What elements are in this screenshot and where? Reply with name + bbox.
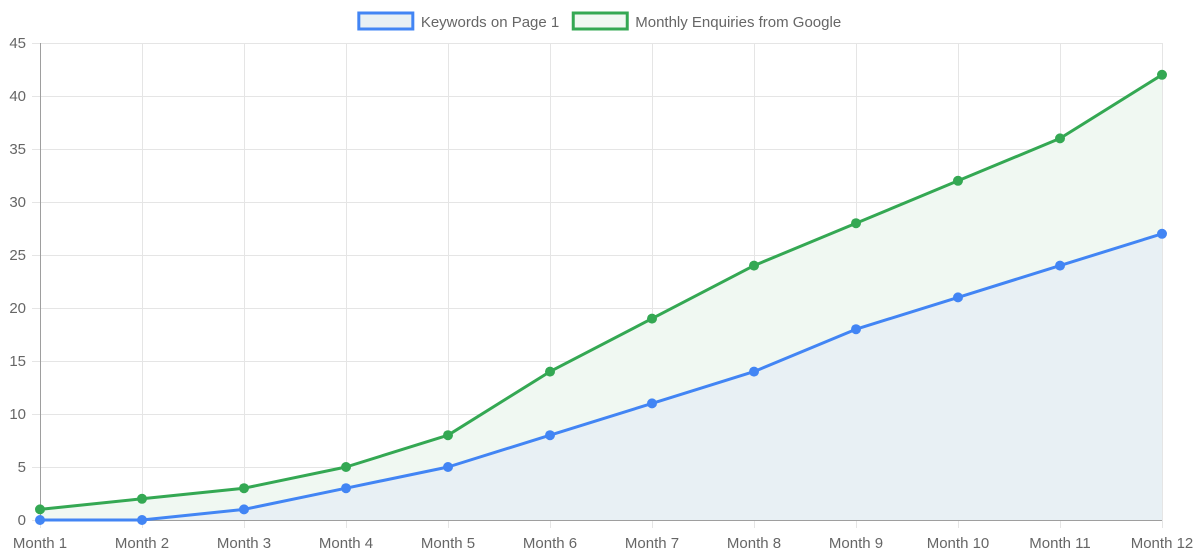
legend-item[interactable]: Monthly Enquiries from Google: [571, 11, 841, 31]
x-tick-label: Month 7: [625, 535, 679, 552]
y-tick-label: 30: [9, 194, 26, 211]
axes: [40, 43, 1162, 521]
data-point[interactable]: [239, 504, 249, 515]
x-tick-label: Month 6: [523, 535, 577, 552]
y-tick-label: 35: [9, 141, 26, 158]
y-tick-label: 5: [18, 459, 26, 476]
data-point[interactable]: [647, 398, 657, 409]
data-point[interactable]: [953, 175, 963, 186]
data-point[interactable]: [35, 504, 45, 515]
data-point[interactable]: [341, 483, 351, 494]
data-point[interactable]: [341, 462, 351, 472]
y-tick-label: 25: [9, 247, 26, 264]
data-point[interactable]: [749, 260, 759, 271]
series-points: [35, 69, 1167, 525]
x-tick-label: Month 1: [13, 535, 67, 552]
legend[interactable]: Keywords on Page 1 Monthly Enquiries from…: [357, 11, 841, 31]
x-tick-label: Month 5: [421, 535, 475, 552]
series-line: [40, 232, 1163, 522]
legend-swatch: [357, 11, 415, 31]
data-point[interactable]: [851, 218, 861, 229]
y-tick-label: 0: [18, 512, 26, 529]
series-area: [40, 233, 1162, 521]
x-tick-label: Month 9: [829, 535, 883, 552]
data-point[interactable]: [137, 493, 147, 504]
data-point[interactable]: [1157, 69, 1167, 80]
data-point[interactable]: [239, 483, 249, 494]
y-tick-label: 10: [9, 406, 26, 423]
x-tick-label: Month 12: [1131, 535, 1194, 552]
data-point[interactable]: [137, 515, 147, 525]
data-point[interactable]: [35, 515, 45, 525]
legend-label: Monthly Enquiries from Google: [635, 14, 841, 31]
data-point[interactable]: [647, 313, 657, 324]
series-areas: [40, 74, 1162, 521]
data-point[interactable]: [545, 366, 555, 377]
x-tick-label: Month 2: [115, 535, 169, 552]
data-point[interactable]: [443, 430, 453, 441]
data-point[interactable]: [545, 430, 555, 441]
data-point[interactable]: [1055, 260, 1065, 271]
x-tick-label: Month 3: [217, 535, 271, 552]
series-line: [39, 73, 1163, 511]
data-point[interactable]: [1157, 228, 1167, 239]
data-point[interactable]: [1055, 133, 1065, 144]
data-point[interactable]: [749, 366, 759, 377]
legend-swatch: [571, 11, 629, 31]
y-tick-label: 40: [9, 88, 26, 105]
data-point[interactable]: [953, 292, 963, 303]
y-tick-label: 20: [9, 300, 26, 317]
series-lines: [39, 73, 1163, 522]
x-tick-label: Month 4: [319, 535, 373, 552]
y-tick-label: 45: [9, 35, 26, 52]
y-tick-label: 15: [9, 353, 26, 370]
x-tick-label: Month 8: [727, 535, 781, 552]
data-point[interactable]: [443, 462, 453, 472]
tick-labels: 0 5 10 15 20 25 30 35 40 45 Month 1 Month 2 Month 3 M…: [9, 35, 1193, 552]
x-tick-label: Month 10: [927, 535, 990, 552]
legend-label: Keywords on Page 1: [421, 14, 559, 31]
data-point[interactable]: [851, 324, 861, 335]
legend-item[interactable]: Keywords on Page 1: [357, 11, 559, 31]
x-tick-label: Month 11: [1029, 535, 1090, 552]
